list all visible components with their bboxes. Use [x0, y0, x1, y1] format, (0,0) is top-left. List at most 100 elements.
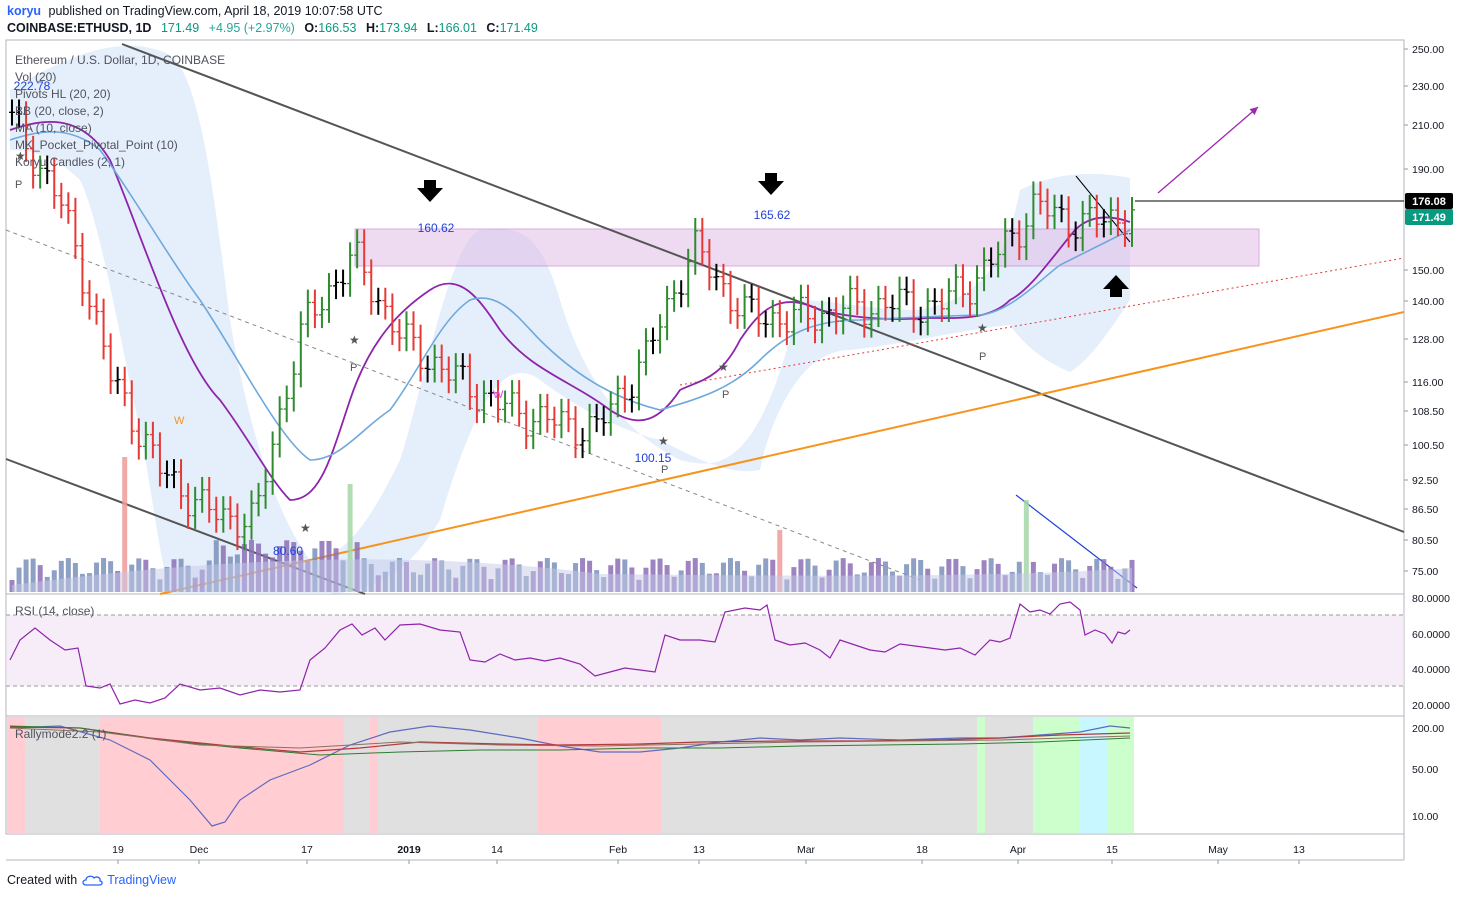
pivot-star-icon: ★: [300, 521, 311, 535]
low-label-1: 100.15: [635, 451, 672, 465]
rsi-axis: 80.0000 60.0000 40.0000 20.0000: [1412, 593, 1450, 712]
footer: Created with TradingView: [7, 873, 176, 887]
high-label-2: 165.62: [754, 208, 791, 222]
symbol-line: COINBASE:ETHUSD, 1D 171.49 +4.95 (+2.97%…: [7, 21, 544, 35]
high-value: 173.94: [379, 21, 418, 35]
time-axis[interactable]: 19 Dec 17 2019 14 Feb 13 Mar 18 Apr 15 May 13: [112, 844, 1305, 864]
price-axis[interactable]: 250.00 230.00 210.00 190.00 150.00 140.00 128.…: [1404, 44, 1444, 578]
rally-label[interactable]: Rallymode2.2 (1): [15, 727, 106, 741]
cloud-icon: [82, 875, 103, 886]
volume-bar: [805, 558, 811, 592]
volume-bar: [875, 558, 881, 592]
volume-bar: [58, 560, 64, 592]
price-tick: 230.00: [1412, 81, 1444, 93]
volume-bar: [763, 558, 769, 592]
rsi-label[interactable]: RSI (14, close): [15, 604, 94, 618]
price-change: +4.95 (+2.97%): [208, 21, 295, 35]
high-label-1: 160.62: [418, 221, 455, 235]
svg-text:171.49: 171.49: [1412, 212, 1446, 224]
legend-item[interactable]: Pivots HL (20, 20): [15, 87, 111, 101]
legend-title[interactable]: Ethereum / U.S. Dollar, 1D, COINBASE: [15, 53, 225, 67]
price-tick: 92.50: [1412, 475, 1438, 487]
publish-text: published on TradingView.com, April 18, …: [48, 4, 383, 18]
volume-bar: [122, 457, 128, 592]
projection-arrow: [1157, 106, 1259, 194]
close-value: 171.49: [499, 21, 538, 35]
rally-axis: 200.00 50.00 10.00: [1412, 723, 1444, 823]
volume-bar: [30, 558, 36, 592]
price-tick: 250.00: [1412, 44, 1444, 56]
rally-blue-line: [9, 725, 1131, 827]
close-label: C:: [486, 21, 500, 35]
pivot-marker: P: [350, 362, 357, 374]
volume-ma-area: [12, 559, 1132, 592]
w-marker: W: [174, 415, 185, 427]
rsi-band: [6, 615, 1404, 686]
low-label: L:: [426, 21, 439, 35]
open-label: O:: [304, 21, 319, 35]
svg-text:176.08: 176.08: [1412, 196, 1446, 208]
time-tick: 13: [693, 844, 705, 856]
price-tick: 116.00: [1412, 377, 1443, 389]
tradingview-link[interactable]: TradingView: [107, 873, 176, 887]
rsi-line: [9, 601, 1131, 705]
legend-item[interactable]: BB (20, close, 2): [15, 104, 104, 118]
volume-bar: [1023, 500, 1029, 592]
legend-item[interactable]: MK_Pocket_Pivotal_Point (10): [15, 138, 178, 152]
rsi-tick: 40.0000: [1412, 664, 1450, 676]
price-tick: 128.00: [1412, 334, 1444, 346]
last-price: 171.49: [160, 21, 200, 35]
legend-item[interactable]: Koryu Candles (2, 1): [15, 155, 125, 169]
time-tick: Dec: [190, 844, 209, 856]
legend-item[interactable]: MA (10, close): [15, 121, 92, 135]
descending-trendline: [121, 43, 1405, 533]
time-tick: 18: [916, 844, 928, 856]
top-left-label: 222.78: [14, 79, 51, 93]
pivot-marker: P: [661, 464, 668, 476]
down-arrow-icon: [417, 180, 443, 202]
rally-red-line: [9, 726, 1131, 753]
time-tick: 14: [491, 844, 503, 856]
pivot-marker: P: [722, 389, 729, 401]
w-marker: W: [493, 389, 504, 401]
rsi-tick: 20.0000: [1412, 700, 1450, 712]
price-tick: 150.00: [1412, 265, 1444, 277]
volume-bar: [16, 567, 22, 592]
up-arrow-icon: [1103, 275, 1129, 297]
orange-trendline: [159, 311, 1405, 595]
price-tick: 210.00: [1412, 120, 1444, 132]
volume-bar: [840, 558, 846, 592]
candles: [9, 99, 1135, 551]
rally-tick: 10.00: [1412, 811, 1438, 823]
created-with-text: Created with: [7, 873, 78, 887]
publish-line: koryu published on TradingView.com, Apri…: [7, 4, 383, 18]
author-link[interactable]: koryu: [7, 4, 42, 18]
time-tick: Mar: [797, 844, 816, 856]
price-tick: 80.50: [1412, 535, 1438, 547]
resistance-badge: 176.08: [1405, 193, 1453, 209]
volume-bar: [727, 558, 733, 592]
rally-tick: 200.00: [1412, 723, 1444, 735]
high-label: H:: [365, 21, 380, 35]
volume-bar: [347, 484, 353, 592]
price-tick: 86.50: [1412, 504, 1438, 516]
time-tick: May: [1208, 844, 1229, 856]
volume-bars: [9, 457, 1135, 592]
rally-regime-bands: [7, 717, 1134, 833]
price-tick: 108.50: [1412, 406, 1444, 418]
resistance-zone: [354, 228, 1260, 267]
down-arrow-icon: [758, 173, 784, 195]
volume-bar: [23, 559, 29, 592]
open-value: 166.53: [318, 21, 357, 35]
pivot-star-icon: ★: [977, 321, 988, 335]
time-tick: Feb: [609, 844, 627, 856]
symbol-name[interactable]: COINBASE:ETHUSD, 1D: [7, 21, 152, 35]
low-value: 166.01: [438, 21, 477, 35]
time-tick: 13: [1293, 844, 1305, 856]
time-tick: 15: [1106, 844, 1118, 856]
legend-item[interactable]: Vol (20): [15, 70, 56, 84]
pivot-marker: P: [979, 351, 986, 363]
time-tick: 19: [112, 844, 124, 856]
rsi-tick: 60.0000: [1412, 629, 1450, 641]
